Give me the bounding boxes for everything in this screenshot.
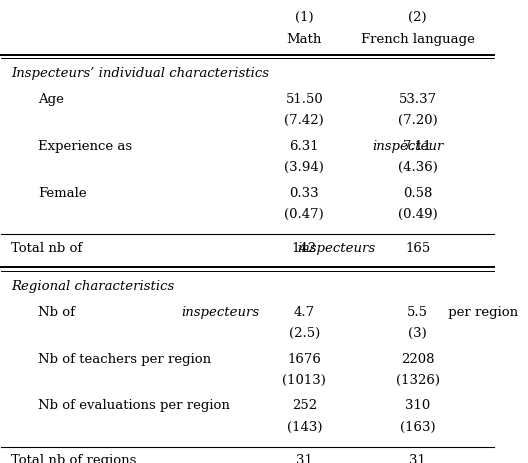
Text: 0.33: 0.33 [289,186,319,199]
Text: (7.42): (7.42) [285,114,324,127]
Text: (163): (163) [400,420,436,433]
Text: Inspecteurs’ individual characteristics: Inspecteurs’ individual characteristics [11,67,269,80]
Text: 53.37: 53.37 [399,93,437,106]
Text: 51.50: 51.50 [286,93,323,106]
Text: inspecteurs: inspecteurs [182,305,260,318]
Text: per region: per region [444,305,518,318]
Text: Nb of evaluations per region: Nb of evaluations per region [39,399,230,412]
Text: 0.58: 0.58 [403,186,432,199]
Text: Total nb of regions: Total nb of regions [11,453,137,463]
Text: Female: Female [39,186,87,199]
Text: 252: 252 [292,399,317,412]
Text: Nb of: Nb of [39,305,80,318]
Text: inspecteurs: inspecteurs [298,241,376,254]
Text: (1326): (1326) [395,373,440,386]
Text: 2208: 2208 [401,352,435,365]
Text: (2.5): (2.5) [289,326,320,339]
Text: 4.7: 4.7 [294,305,315,318]
Text: French language: French language [361,32,475,45]
Text: (7.20): (7.20) [398,114,438,127]
Text: 31: 31 [296,453,313,463]
Text: 31: 31 [409,453,426,463]
Text: (0.49): (0.49) [398,208,438,221]
Text: (1): (1) [295,11,314,24]
Text: Nb of teachers per region: Nb of teachers per region [39,352,211,365]
Text: 5.5: 5.5 [407,305,428,318]
Text: 165: 165 [405,241,430,254]
Text: Age: Age [39,93,64,106]
Text: (2): (2) [408,11,427,24]
Text: 310: 310 [405,399,430,412]
Text: (3): (3) [408,326,427,339]
Text: (4.36): (4.36) [398,161,438,174]
Text: inspecteur: inspecteur [372,139,444,152]
Text: (1013): (1013) [282,373,326,386]
Text: 7.11: 7.11 [403,139,432,152]
Text: (0.47): (0.47) [285,208,324,221]
Text: 142: 142 [292,241,317,254]
Text: (143): (143) [287,420,322,433]
Text: Math: Math [287,32,322,45]
Text: Experience as: Experience as [39,139,137,152]
Text: 6.31: 6.31 [289,139,319,152]
Text: 1676: 1676 [287,352,321,365]
Text: (3.94): (3.94) [285,161,324,174]
Text: Regional characteristics: Regional characteristics [11,279,174,292]
Text: Total nb of: Total nb of [11,241,87,254]
